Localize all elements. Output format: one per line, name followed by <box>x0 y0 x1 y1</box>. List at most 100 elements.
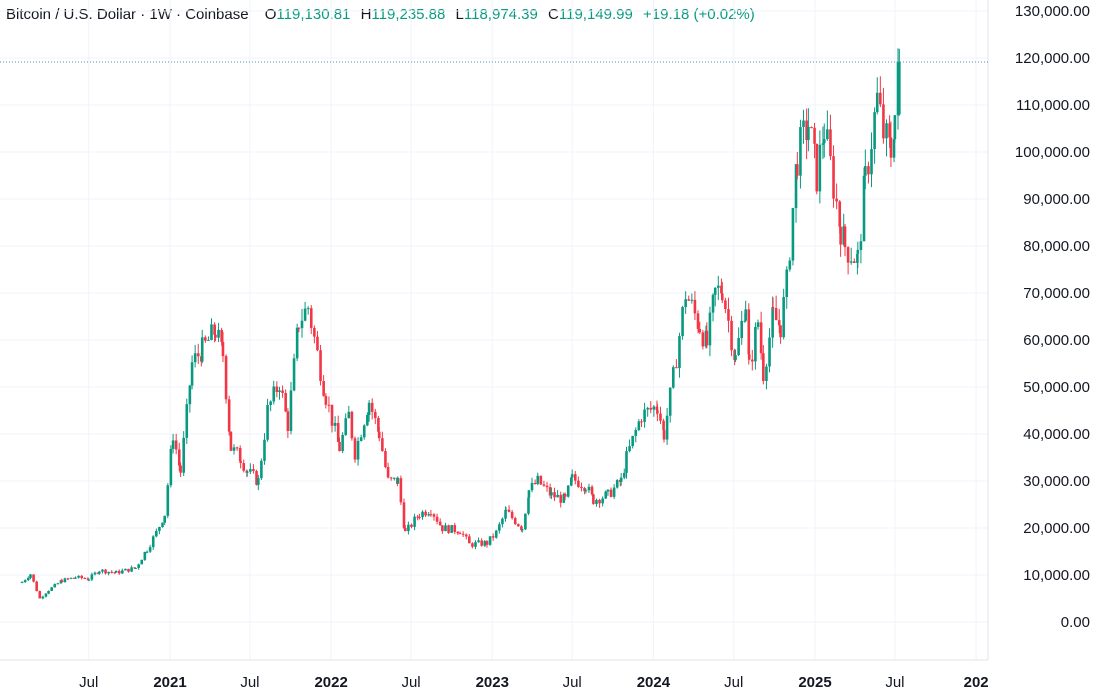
y-tick-label: 10,000.00 <box>1023 567 1090 584</box>
candle-body <box>297 327 301 329</box>
candle-body <box>429 514 433 516</box>
candle-body <box>193 353 197 363</box>
candle-body <box>26 577 30 581</box>
x-tick-label: 2025 <box>798 674 831 691</box>
candle-body <box>207 339 210 341</box>
candle-body <box>381 438 384 452</box>
candle-body <box>774 308 778 321</box>
candle-body <box>652 406 656 410</box>
candle-body <box>44 593 48 597</box>
candle-body <box>309 308 313 328</box>
candle-body <box>889 137 893 158</box>
candle-body <box>303 308 307 321</box>
candle-body <box>217 329 220 338</box>
candle-body <box>662 430 666 440</box>
candle-body <box>330 404 334 426</box>
candle-body <box>705 330 709 346</box>
candle-body <box>696 313 700 329</box>
candle-body <box>713 287 717 295</box>
open-value: 119,130.81 <box>276 6 351 23</box>
candle-body <box>143 551 147 560</box>
candle-body <box>413 516 416 527</box>
candle-body <box>169 448 173 486</box>
candle-body <box>754 326 757 362</box>
candle-body <box>665 415 669 440</box>
candle-body <box>628 446 631 452</box>
candle-body <box>559 494 563 503</box>
candle-body <box>213 324 216 335</box>
candle-body <box>701 332 705 347</box>
candle-body <box>675 367 678 369</box>
candle-body <box>242 463 246 471</box>
candle-body <box>513 518 517 525</box>
candle-body <box>41 596 45 599</box>
candle-body <box>684 299 687 308</box>
candle-body <box>690 299 694 301</box>
candle-body <box>818 144 822 192</box>
candle-body <box>708 312 712 346</box>
candle-body <box>377 418 380 432</box>
candle-body <box>148 547 152 552</box>
candle-body <box>29 574 32 578</box>
candle-body <box>556 494 559 498</box>
x-tick-label: 2022 <box>314 674 347 691</box>
candle-body <box>524 513 527 530</box>
y-tick-label: 50,000.00 <box>1023 379 1090 396</box>
y-tick-label: 0.00 <box>1061 614 1090 631</box>
candle-body <box>86 578 90 580</box>
candle-body <box>396 478 400 484</box>
candle-body <box>284 392 287 412</box>
candle-body <box>896 61 900 116</box>
candle-body <box>659 413 662 421</box>
y-tick-label: 120,000.00 <box>1015 50 1090 67</box>
candle-body <box>491 536 495 538</box>
candle-body <box>239 461 242 464</box>
candle-body <box>286 411 290 431</box>
candle-body <box>90 574 94 580</box>
candle-body <box>813 127 816 144</box>
candle-body <box>838 201 842 227</box>
candle-body <box>587 486 591 491</box>
x-tick-label: Jul <box>563 674 582 691</box>
candle-body <box>649 407 653 410</box>
candle-body <box>507 509 511 512</box>
candle-body <box>155 530 158 537</box>
candle-body <box>504 509 508 511</box>
candle-body <box>421 511 424 518</box>
candle-body <box>796 164 799 176</box>
candle-body <box>892 139 896 158</box>
candle-body <box>788 260 792 270</box>
candle-body <box>140 559 144 565</box>
candle-body <box>204 337 207 341</box>
candle-body <box>458 533 462 535</box>
candle-body <box>662 420 665 431</box>
candle-body <box>810 127 813 129</box>
candle-body <box>747 309 751 355</box>
candle-body <box>545 485 549 488</box>
candle-body <box>862 175 866 242</box>
candle-body <box>471 543 474 547</box>
candle-body <box>245 471 249 473</box>
candle-body <box>266 404 269 440</box>
candle-body <box>220 329 223 342</box>
candle-body <box>805 120 808 141</box>
candle-body <box>765 366 768 381</box>
candle-body <box>322 381 325 396</box>
y-tick-label: 40,000.00 <box>1023 426 1090 443</box>
candle-body <box>494 530 498 538</box>
candle-body <box>210 324 213 340</box>
candle-body <box>104 569 107 574</box>
candle-body <box>601 498 604 504</box>
candle-body <box>77 575 80 578</box>
candle-body <box>879 92 882 105</box>
candle-body <box>113 572 117 574</box>
candle-body <box>566 485 570 497</box>
candle-body <box>38 591 42 599</box>
y-tick-label: 130,000.00 <box>1015 3 1090 20</box>
candle-body <box>117 570 121 574</box>
candle-body <box>56 583 60 585</box>
candle-body <box>256 478 260 485</box>
candle-body <box>584 490 588 492</box>
candle-body <box>232 447 236 451</box>
